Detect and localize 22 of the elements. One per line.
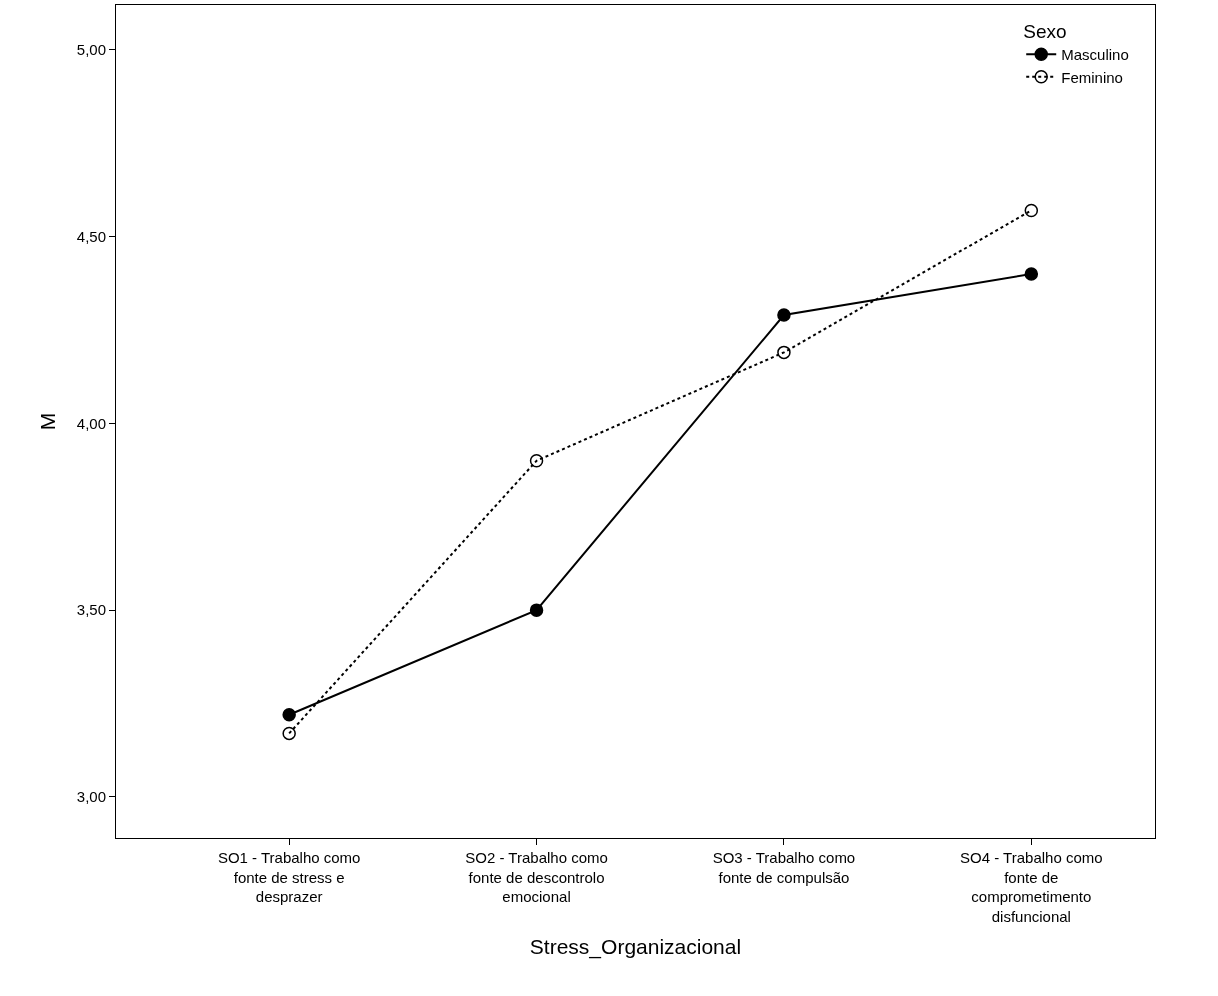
point (282, 707, 296, 722)
y-tick-label: 3,00 (76, 788, 106, 806)
point (529, 453, 544, 468)
point (282, 726, 296, 741)
x-axis-title: Stress_Organizacional (529, 934, 742, 959)
y-axis-title: M (35, 412, 59, 431)
y-tick-label: 3,50 (76, 601, 106, 619)
y-tick-label: 5,00 (76, 41, 106, 59)
point (777, 308, 791, 322)
point (529, 603, 544, 617)
legend-title: Sexo (1023, 21, 1067, 43)
x-tick-label: SO3 - Trabalho como fonte de compulsão (712, 849, 856, 886)
point (777, 345, 791, 360)
legend-label: Feminino (1061, 68, 1123, 86)
point (1024, 203, 1039, 218)
x-tick-label: SO4 - Trabalho como fonte de comprometimento disfuncional (960, 849, 1103, 925)
y-tick-label: 4,00 (76, 414, 106, 432)
x-tick-label: SO2 - Trabalho como fonte de descontrolo emocional (465, 849, 608, 905)
legend-label: Masculino (1061, 46, 1129, 64)
point (1024, 267, 1039, 281)
x-tick-label: SO1 - Trabalho como fonte de stress e desprazer (217, 849, 361, 905)
y-tick-label: 4,50 (76, 227, 106, 245)
